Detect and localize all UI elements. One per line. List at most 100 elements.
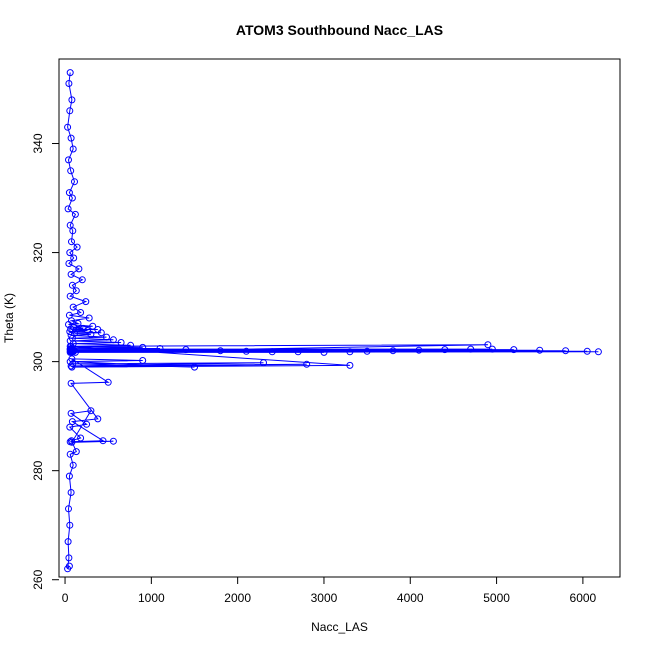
data-point (67, 409, 75, 417)
data-point (216, 347, 224, 355)
data-point (99, 437, 107, 445)
x-tick-label: 6000 (570, 591, 597, 605)
data-point (594, 348, 602, 356)
data-point (346, 361, 354, 369)
data-point (77, 309, 85, 316)
data-point (182, 346, 190, 354)
data-point (68, 437, 75, 445)
data-point (94, 415, 102, 423)
data-point (320, 348, 328, 356)
data-point (109, 437, 117, 445)
data-point (389, 347, 397, 355)
x-tick-label: 5000 (483, 591, 510, 605)
plot-frame (58, 58, 621, 578)
data-point (73, 243, 81, 251)
data-point (268, 348, 276, 356)
data-point (65, 505, 72, 513)
data-point (65, 260, 73, 267)
data-point (104, 378, 112, 386)
data-point (77, 434, 85, 442)
data-point (66, 328, 74, 336)
data-point (294, 348, 302, 356)
data-point (191, 363, 198, 371)
data-point (97, 329, 105, 337)
series-line (67, 72, 599, 570)
data-point (65, 80, 73, 87)
data-point (69, 145, 77, 153)
data-point (65, 554, 73, 562)
x-tick-label: 0 (62, 591, 69, 605)
data-point (72, 448, 80, 456)
data-point (66, 249, 74, 257)
data-point (66, 450, 74, 458)
chart-title: ATOM3 Southbound Nacc_LAS (236, 22, 443, 38)
data-point (72, 287, 80, 295)
y-tick-label: 320 (31, 242, 45, 262)
data-point (66, 221, 74, 229)
data-point (69, 303, 77, 311)
data-point (510, 346, 518, 354)
data-point (66, 69, 74, 77)
data-point (67, 489, 75, 496)
y-tick-label: 280 (31, 460, 45, 480)
data-point (66, 342, 74, 350)
data-point (64, 538, 72, 546)
data-point (64, 205, 72, 213)
y-axis: 260 280 300 320 340 (31, 133, 59, 590)
data-point (68, 281, 76, 289)
data-point (103, 333, 110, 341)
data-point (65, 189, 73, 197)
data-point (68, 238, 75, 246)
data-point (68, 194, 76, 202)
data-point (65, 321, 72, 328)
data-point (117, 339, 125, 346)
data-point (69, 227, 77, 235)
y-tick-label: 300 (31, 351, 45, 371)
data-point (70, 254, 78, 262)
data-point (87, 407, 95, 415)
data-point (75, 265, 83, 273)
data-point (109, 336, 117, 344)
data-point (66, 423, 74, 431)
data-point (488, 345, 496, 353)
data-point (484, 341, 492, 349)
data-point (139, 357, 147, 364)
data-point (562, 347, 570, 355)
data-point (66, 521, 74, 529)
x-axis: 0 1000 2000 3000 4000 5000 6000 (62, 577, 597, 605)
data-point (69, 461, 77, 469)
data-point (583, 347, 591, 355)
y-tick-label: 260 (31, 569, 45, 589)
data-point (467, 345, 475, 353)
data-point (67, 362, 75, 370)
data-point (156, 345, 164, 352)
data-point (346, 348, 354, 356)
data-point (67, 167, 75, 175)
data-point (67, 134, 75, 142)
data-point (68, 418, 76, 426)
y-axis-label: Theta (K) (2, 293, 16, 343)
data-point (67, 270, 75, 278)
data-point (82, 298, 90, 306)
data-point (127, 341, 135, 349)
data-point (536, 346, 544, 354)
data-point (303, 360, 311, 368)
data-layer (64, 69, 602, 573)
data-point (68, 355, 76, 363)
x-tick-label: 1000 (138, 591, 165, 605)
data-point (415, 346, 423, 354)
x-tick-label: 2000 (224, 591, 251, 605)
x-tick-label: 3000 (311, 591, 338, 605)
data-point (85, 314, 93, 322)
data-point (65, 472, 73, 480)
data-point (84, 327, 91, 334)
data-point (78, 276, 86, 284)
x-axis-label: Nacc_LAS (311, 620, 368, 634)
data-point (71, 210, 79, 218)
data-point (66, 292, 74, 300)
data-point (441, 346, 449, 354)
data-point (89, 322, 97, 330)
data-point (83, 420, 91, 428)
data-point (67, 379, 75, 387)
